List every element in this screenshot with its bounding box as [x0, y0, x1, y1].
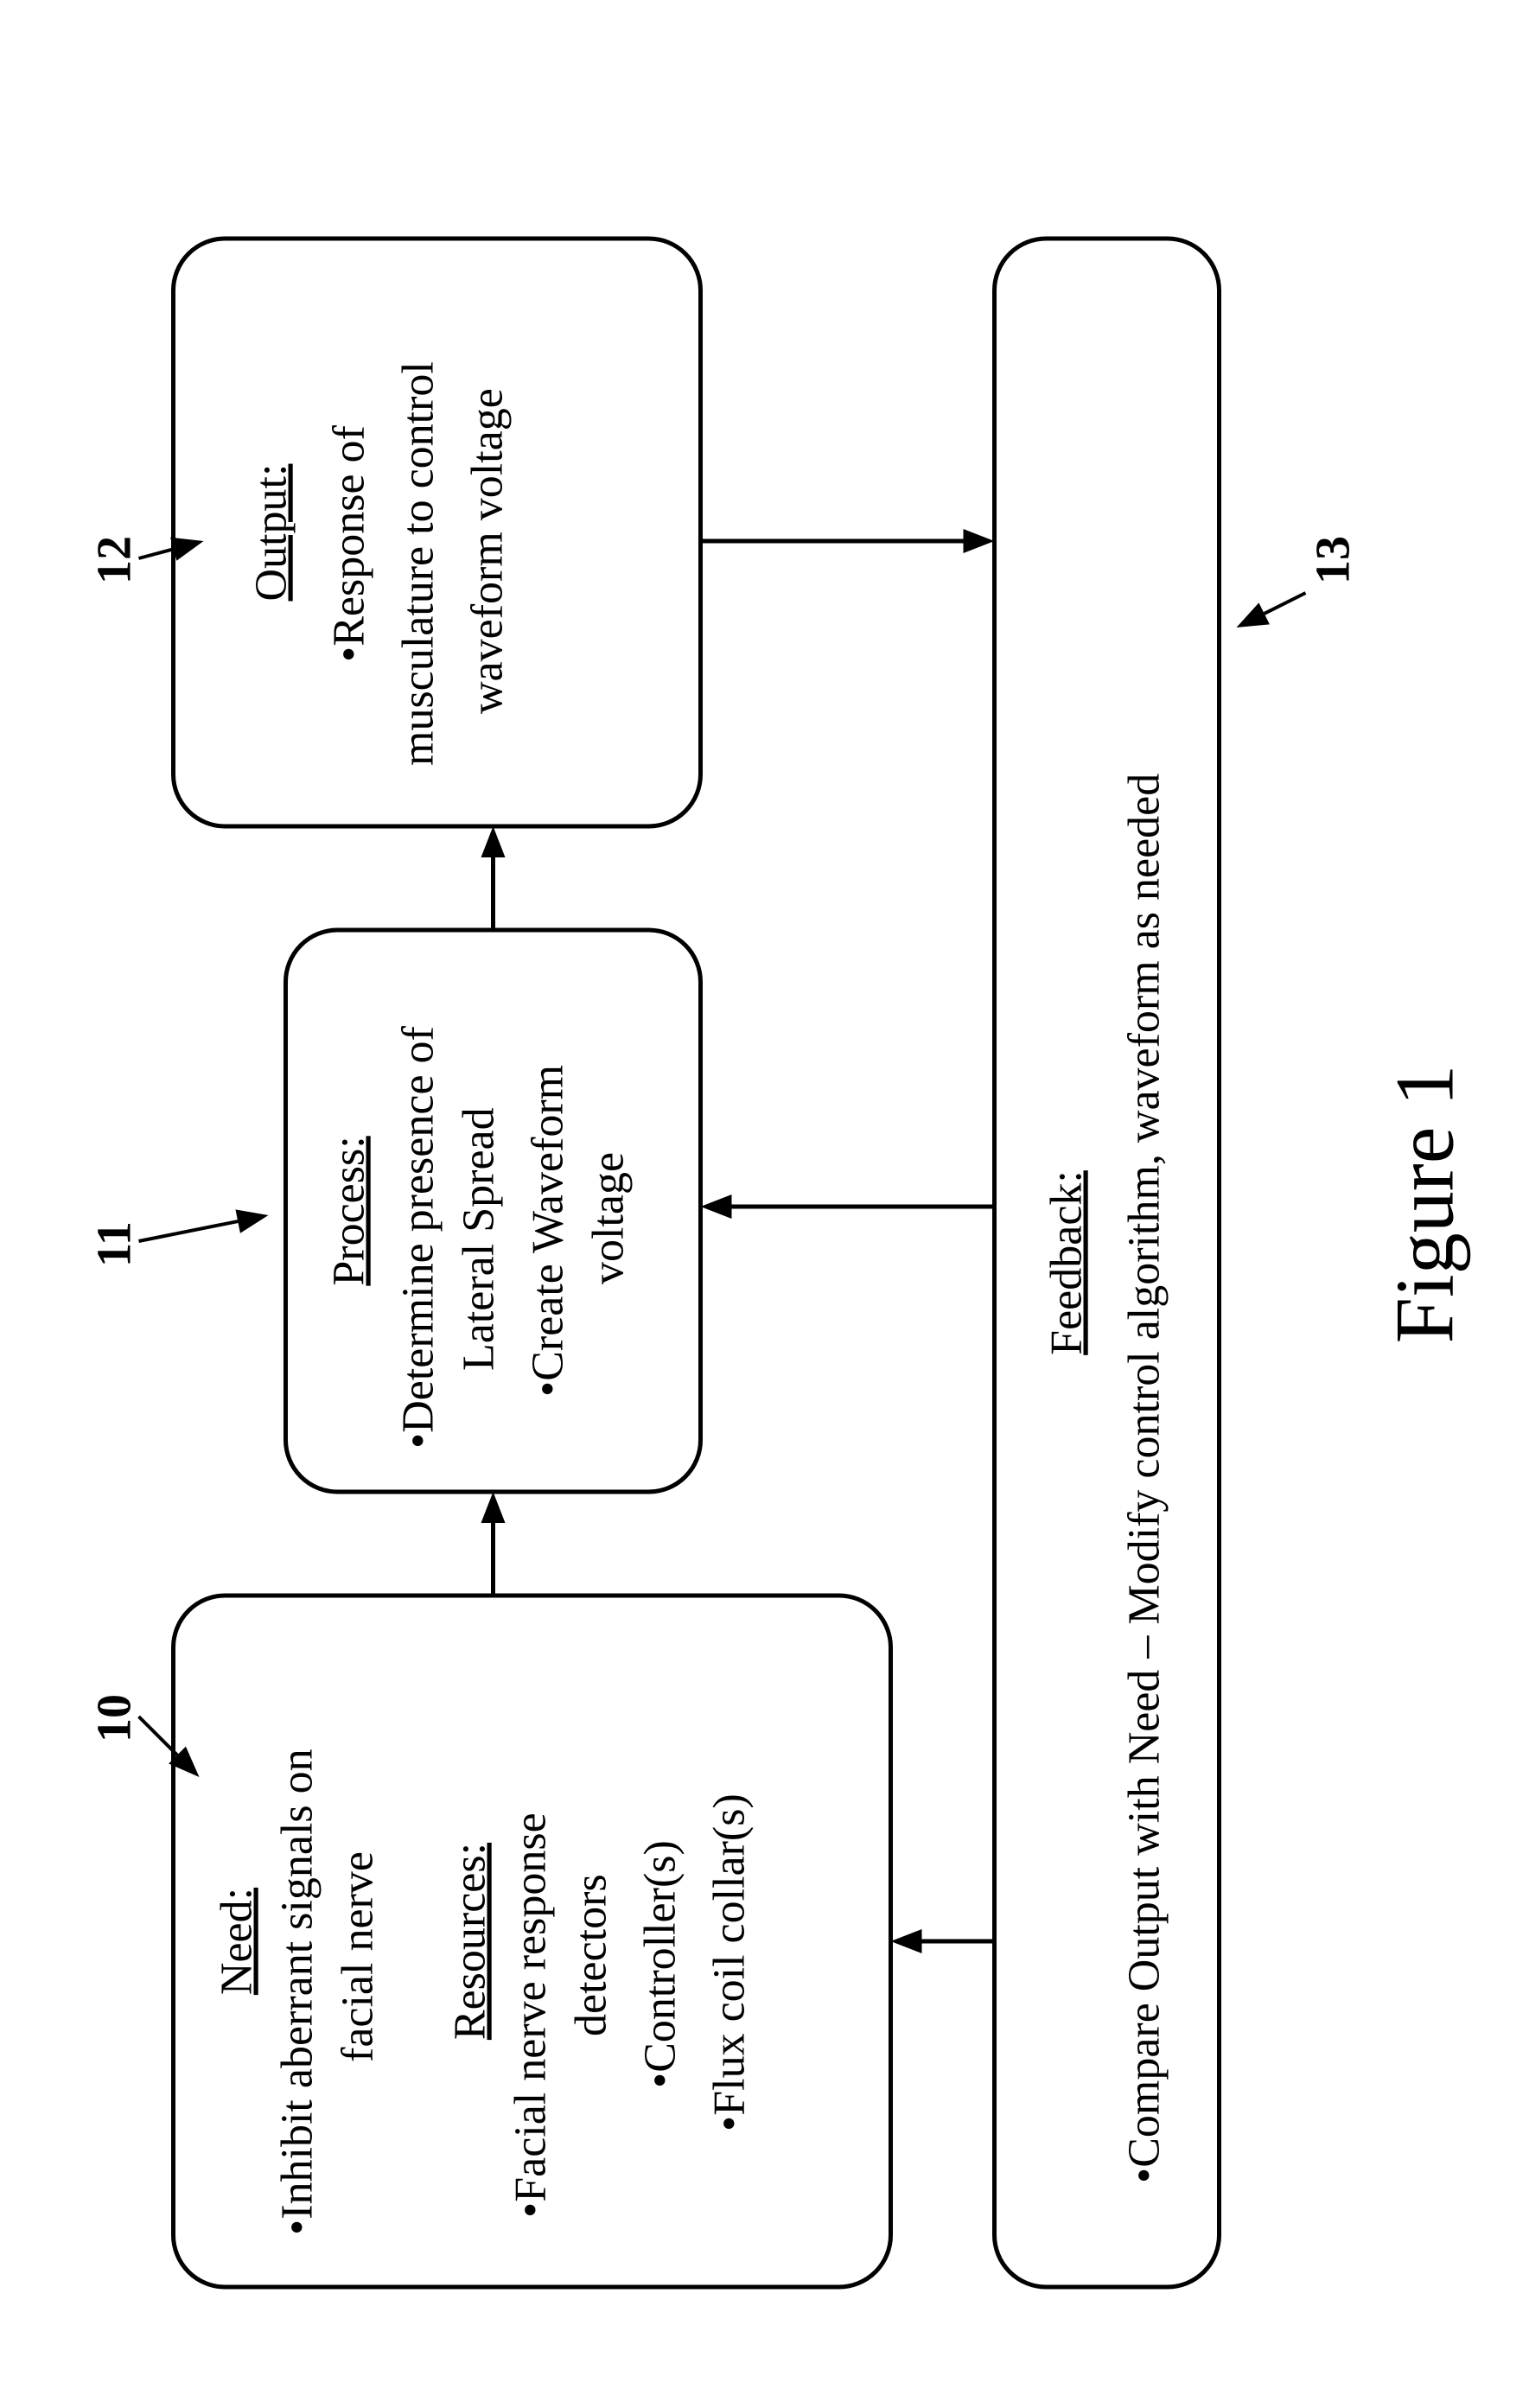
line-need: detectors — [566, 1874, 615, 2036]
box-feedback — [994, 239, 1219, 2287]
line-process: •Determine presence of — [393, 1025, 443, 1449]
ref-label-output: 12 — [87, 536, 141, 584]
line-feedback: •Compare Output with Need – Modify contr… — [1119, 774, 1169, 2183]
arrow — [890, 1929, 994, 1953]
heading-need: Need: — [212, 1888, 261, 1995]
arrow — [700, 1194, 994, 1219]
ref-label-process: 11 — [87, 1221, 141, 1267]
heading-feedback: Feedback: — [1042, 1170, 1091, 1355]
line-need: •Facial nerve response — [506, 1812, 555, 2218]
heading-output: Output: — [246, 464, 296, 602]
figure-caption: Figure 1 — [1378, 1065, 1470, 1344]
line-output: waveform voltage — [462, 388, 512, 714]
ref-label-feedback: 13 — [1306, 536, 1360, 584]
ref-label-need: 10 — [87, 1694, 141, 1742]
arrow — [1236, 593, 1305, 627]
line-need: •Controller(s) — [635, 1840, 685, 2088]
line-process: Lateral Spread — [454, 1107, 503, 1371]
line-need: facial nerve — [333, 1851, 382, 2062]
line-process: voltage — [583, 1152, 633, 1284]
heading-process: Process: — [324, 1136, 373, 1285]
arrow — [481, 826, 505, 930]
arrow — [481, 1492, 505, 1596]
line-need: •Inhibit aberrant signals on — [272, 1749, 322, 2235]
heading-need: Resources: — [445, 1843, 494, 2040]
line-process: •Create Waveform — [523, 1065, 572, 1397]
arrow — [138, 1209, 268, 1241]
line-output: musculature to control — [393, 361, 443, 766]
line-output: •Response of — [324, 424, 373, 662]
arrow — [700, 529, 994, 553]
line-need: •Flux coil collar(s) — [704, 1793, 754, 2131]
